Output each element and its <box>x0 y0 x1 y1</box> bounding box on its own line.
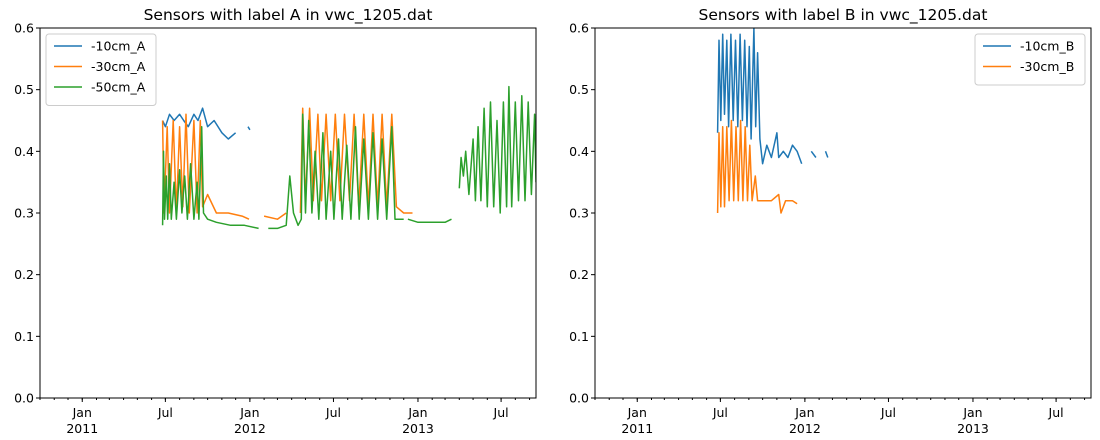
x-tick-year-label: 2013 <box>957 421 989 436</box>
y-tick-label: 0.2 <box>569 267 589 282</box>
y-tick-label: 0.6 <box>569 21 589 36</box>
series-group <box>161 85 536 230</box>
chart-title: Sensors with label B in vwc_1205.dat <box>699 6 988 25</box>
series-line-10cm_B <box>716 28 829 165</box>
legend-label: -30cm_A <box>91 59 146 74</box>
y-tick-label: 0.4 <box>14 144 34 159</box>
chart-panel-b: Sensors with label B in vwc_1205.dat 0.0 0… <box>569 6 1092 436</box>
y-tick-label: 0.1 <box>14 329 34 344</box>
series-group <box>716 28 829 214</box>
x-tick-label: Jan <box>962 405 982 420</box>
x-tick-year-label: 2012 <box>234 421 266 436</box>
x-tick-year-label: 2013 <box>402 421 434 436</box>
y-tick-label: 0.6 <box>14 21 34 36</box>
chart-panel-a: Sensors with label A in vwc_1205.dat 0.0 0… <box>14 6 537 436</box>
y-tick-label: 0.2 <box>14 267 34 282</box>
x-tick-label: Jul <box>493 405 509 420</box>
x-tick-label: Jul <box>880 405 896 420</box>
y-tick-label: 0.5 <box>14 82 34 97</box>
series-line-10cm_A <box>161 107 251 140</box>
x-tick-label: Jul <box>712 405 728 420</box>
y-tick-label: 0.5 <box>569 82 589 97</box>
x-tick-label: Jul <box>325 405 341 420</box>
series-line-30cm_B <box>716 119 798 214</box>
series-line-50cm_A <box>161 85 536 230</box>
y-tick-label: 0.0 <box>14 391 34 406</box>
x-tick-label: Jan <box>239 405 259 420</box>
x-tick-year-label: 2012 <box>789 421 821 436</box>
y-tick-label: 0.0 <box>569 391 589 406</box>
y-tick-label: 0.3 <box>569 206 589 221</box>
x-tick-year-label: 2011 <box>621 421 653 436</box>
y-tick-label: 0.1 <box>569 329 589 344</box>
legend-label: -50cm_A <box>91 80 146 95</box>
x-tick-label: Jul <box>157 405 173 420</box>
x-tick-label: Jan <box>407 405 427 420</box>
x-tick-year-label: 2011 <box>66 421 98 436</box>
legend-label: -10cm_A <box>91 39 146 54</box>
x-tick-label: Jan <box>627 405 647 420</box>
x-tick-label: Jan <box>72 405 92 420</box>
legend: -10cm_A -30cm_A -50cm_A <box>45 33 157 106</box>
legend: -10cm_B -30cm_B <box>974 33 1086 86</box>
y-tick-label: 0.4 <box>569 144 589 159</box>
chart-title: Sensors with label A in vwc_1205.dat <box>144 6 433 25</box>
legend-label: -30cm_B <box>1020 59 1074 74</box>
legend-label: -10cm_B <box>1020 39 1074 54</box>
x-tick-label: Jan <box>794 405 814 420</box>
y-tick-label: 0.3 <box>14 206 34 221</box>
x-tick-label: Jul <box>1048 405 1064 420</box>
